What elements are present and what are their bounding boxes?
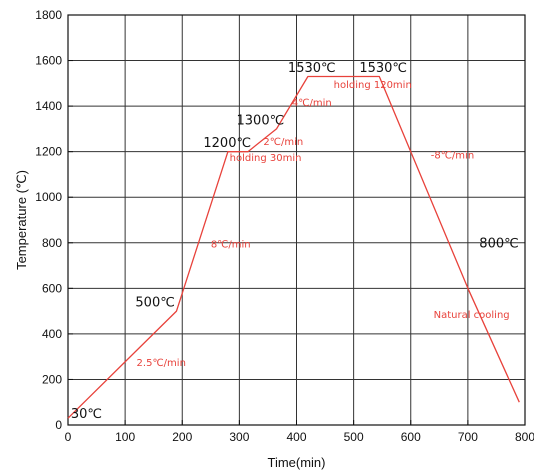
rate-annotation: 2.5℃/min xyxy=(137,358,186,369)
y-tick-label: 1800 xyxy=(35,8,62,22)
temperature-annotation: 800℃ xyxy=(479,236,518,251)
rate-annotation: Natural cooling xyxy=(434,310,510,321)
x-tick-label: 600 xyxy=(401,430,421,444)
x-tick-label: 400 xyxy=(286,430,306,444)
x-tick-label: 700 xyxy=(458,430,478,444)
temperature-annotation: 30℃ xyxy=(71,407,102,422)
temperature-annotation: 1530℃ xyxy=(288,61,336,76)
y-tick-label: 1200 xyxy=(35,145,62,159)
annotations: 30℃ 500℃ 1200℃ 1300℃ 1530℃ 1530℃ 800℃ 2.5℃/min 8… xyxy=(71,61,519,422)
temperature-annotation: 1200℃ xyxy=(203,136,251,151)
rate-annotation: holding 120min xyxy=(334,80,412,91)
temperature-annotation: 1300℃ xyxy=(237,113,285,128)
rate-annotation: 2℃/min xyxy=(263,137,303,148)
temperature-annotation: 500℃ xyxy=(135,296,174,311)
series-layer xyxy=(67,75,520,419)
x-axis-label: Time(min) xyxy=(267,455,325,470)
x-tick-label: 0 xyxy=(65,430,72,444)
y-tick-label: 0 xyxy=(55,418,62,432)
y-tick-label: 1400 xyxy=(35,99,62,113)
y-tick-label: 600 xyxy=(42,281,62,295)
rate-annotation: 4℃/min xyxy=(292,98,332,109)
temperature-annotation: 1530℃ xyxy=(359,61,407,76)
y-axis-label: Temperature (℃) xyxy=(14,170,29,270)
rate-annotation: 8℃/min xyxy=(211,239,251,250)
grid xyxy=(68,15,525,425)
y-tick-label: 800 xyxy=(42,236,62,250)
x-tick-label: 500 xyxy=(344,430,364,444)
x-tick-label: 800 xyxy=(515,430,534,444)
axis-ticks: 0 100 200 300 400 500 600 700 800 0 200 400 600 800 10… xyxy=(35,8,534,444)
y-tick-label: 400 xyxy=(42,327,62,341)
y-tick-label: 1600 xyxy=(35,54,62,68)
rate-annotation: -8℃/min xyxy=(431,151,474,162)
y-tick-label: 1000 xyxy=(35,190,62,204)
temperature-profile-line xyxy=(67,75,520,419)
x-tick-label: 300 xyxy=(229,430,249,444)
y-tick-label: 200 xyxy=(42,372,62,386)
rate-annotation: holding 30min xyxy=(230,153,302,164)
x-tick-label: 100 xyxy=(115,430,135,444)
x-tick-label: 200 xyxy=(172,430,192,444)
